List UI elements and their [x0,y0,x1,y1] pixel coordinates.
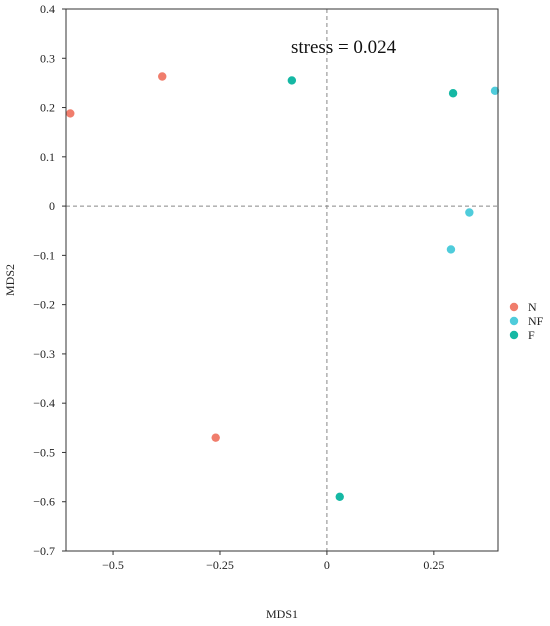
y-tick-label: −0.3 [33,347,55,361]
y-tick-label: 0.4 [40,2,55,16]
stress-annotation: stress = 0.024 [291,37,397,58]
y-tick-label: 0 [49,199,55,213]
legend-swatch-n [509,302,519,312]
y-axis-title: MDS2 [3,264,17,296]
y-tick-label: 0.1 [40,150,55,164]
y-tick-label: 0.3 [40,51,55,65]
data-point-nf [446,245,456,254]
data-points [66,72,500,501]
legend-swatch-nf [509,316,519,326]
y-tick-label: −0.2 [33,298,55,312]
axis-ticks: −0.5 −0.25 0 0.25 0.4 0.3 0.2 0.1 0 −0.1 −0.2 −0.3 −… [33,2,444,572]
x-tick-label: 0 [324,558,330,572]
y-tick-label: 0.2 [40,101,55,115]
legend-label-f: F [528,328,535,342]
data-point-nf [490,86,500,95]
y-tick-label: −0.5 [33,445,55,459]
data-point-f [448,89,458,98]
data-point-n [211,433,220,442]
legend-label-n: N [528,300,537,314]
y-tick-label: −0.6 [33,495,55,509]
x-tick-label: −0.5 [102,558,124,572]
data-point-n [66,109,75,118]
x-axis-title: MDS1 [266,607,298,621]
legend-label-nf: NF [528,314,544,328]
data-point-f [287,76,297,85]
legend-swatch-f [509,330,519,340]
plot-frame [65,8,499,552]
x-tick-label: −0.25 [206,558,234,572]
data-point-n [158,72,167,81]
data-point-nf [465,208,474,217]
y-tick-label: −0.1 [33,248,55,262]
y-tick-label: −0.4 [33,396,55,410]
data-point-f [335,492,344,501]
y-tick-label: −0.7 [33,544,55,558]
x-tick-label: 0.25 [423,558,444,572]
